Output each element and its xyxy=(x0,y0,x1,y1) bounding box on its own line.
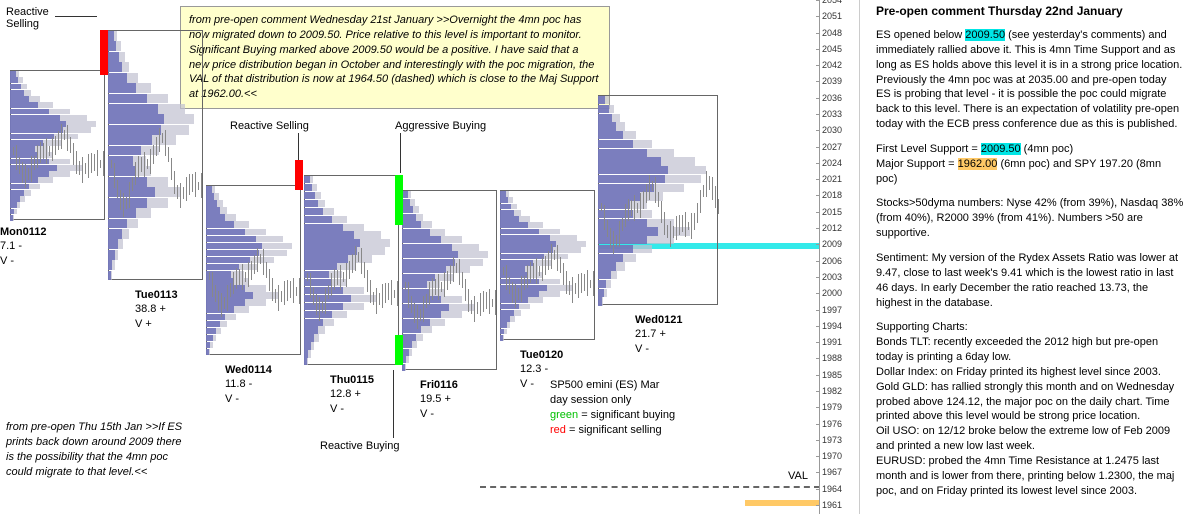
red-marker xyxy=(295,160,303,190)
p2c: Major Support = xyxy=(876,158,958,170)
session-label-wed0121: Wed012121.7 +V - xyxy=(635,313,683,356)
anno-reactive-selling-2: Reactive Selling xyxy=(230,120,309,132)
axis-tick: 2012 xyxy=(822,223,842,233)
axis-tick: 2048 xyxy=(822,28,842,38)
anno-aggressive-buying: Aggressive Buying xyxy=(395,120,486,132)
axis-tick: 1970 xyxy=(822,451,842,461)
commentary-p5: Supporting Charts: Bonds TLT: recently e… xyxy=(876,320,1184,498)
bl-note-text: from pre-open Thu 15th Jan >>If ES print… xyxy=(6,421,182,478)
session-label-tue0120: Tue012012.3 -V - xyxy=(520,348,563,391)
axis-tick: 1997 xyxy=(822,305,842,315)
legend-l3b: = significant buying xyxy=(578,409,675,421)
session-thu0115 xyxy=(304,175,399,365)
p2-hl2: 1962.00 xyxy=(958,158,998,170)
p1b: (see yesterday's comments) and immediate… xyxy=(876,29,1182,130)
arrow-ab xyxy=(400,133,401,173)
legend-l2: day session only xyxy=(550,393,675,408)
session-tue0120 xyxy=(500,190,595,340)
p1a: ES opened below xyxy=(876,29,965,41)
axis-tick: 2027 xyxy=(822,142,842,152)
p2a: First Level Support = xyxy=(876,143,981,155)
session-label-wed0114: Wed011411.8 -V - xyxy=(225,363,272,406)
session-label-fri0116: Fri011619.5 +V - xyxy=(420,378,458,421)
axis-tick: 2042 xyxy=(822,60,842,70)
green-marker xyxy=(395,175,403,225)
axis-tick: 2033 xyxy=(822,109,842,119)
p5-gold: Gold GLD: has rallied strongly this mont… xyxy=(876,381,1174,423)
commentary-title: Pre-open comment Thursday 22nd January xyxy=(876,4,1184,18)
axis-tick: 2015 xyxy=(822,207,842,217)
axis-tick: 2039 xyxy=(822,76,842,86)
session-tue0113 xyxy=(108,30,203,280)
session-label-thu0115: Thu011512.8 +V - xyxy=(330,373,374,416)
session-mon0112 xyxy=(10,70,105,220)
commentary-p2: First Level Support = 2009.50 (4mn poc) … xyxy=(876,142,1184,187)
commentary-panel: Pre-open comment Thursday 22nd January E… xyxy=(870,0,1190,514)
axis-tick: 2018 xyxy=(822,190,842,200)
legend-l1: SP500 emini (ES) Mar xyxy=(550,378,675,393)
red-marker xyxy=(100,30,108,75)
yellow-note-text: from pre-open comment Wednesday 21st Jan… xyxy=(189,14,598,100)
legend-green: green xyxy=(550,409,578,421)
legend-red: red xyxy=(550,424,566,436)
session-label-tue0113: Tue011338.8 +V + xyxy=(135,288,178,331)
p5-oil: Oil USO: on 12/12 broke below the extrem… xyxy=(876,425,1170,452)
axis-tick: 1988 xyxy=(822,353,842,363)
p5-eur: EURUSD: probed the 4mn Time Resistance a… xyxy=(876,455,1174,497)
legend-l4b: = significant selling xyxy=(566,424,662,436)
arrow-rs1 xyxy=(55,16,97,17)
axis-tick: 1961 xyxy=(822,500,842,510)
axis-tick: 1973 xyxy=(822,435,842,445)
p2-hl1: 2009.50 xyxy=(981,143,1021,155)
commentary-p3: Stocks>50dyma numbers: Nyse 42% (from 39… xyxy=(876,196,1184,241)
p1-hl1: 2009.50 xyxy=(965,29,1005,41)
axis-tick: 1991 xyxy=(822,337,842,347)
axis-tick: 2006 xyxy=(822,256,842,266)
axis-tick: 2024 xyxy=(822,158,842,168)
axis-tick: 1979 xyxy=(822,402,842,412)
p5-head: Supporting Charts: xyxy=(876,321,968,333)
yellow-note: from pre-open comment Wednesday 21st Jan… xyxy=(180,6,610,109)
axis-tick: 2021 xyxy=(822,174,842,184)
axis-tick: 2009 xyxy=(822,239,842,249)
axis-tick: 1985 xyxy=(822,370,842,380)
axis-tick: 2054 xyxy=(822,0,842,5)
p5-bonds: Bonds TLT: recently exceeded the 2012 hi… xyxy=(876,336,1158,363)
axis-tick: 2030 xyxy=(822,125,842,135)
val-dash-line xyxy=(480,486,820,488)
session-wed0114 xyxy=(206,185,301,355)
p5-dxy: Dollar Index: on Friday printed its high… xyxy=(876,366,1161,378)
axis-tick: 2051 xyxy=(822,11,842,21)
session-label-mon0112: Mon01127.1 -V - xyxy=(0,225,46,268)
session-wed0121 xyxy=(598,95,718,305)
commentary-p1: ES opened below 2009.50 (see yesterday's… xyxy=(876,28,1184,132)
arrow-rs2 xyxy=(298,133,299,161)
axis-tick: 1994 xyxy=(822,321,842,331)
chart-area: from pre-open comment Wednesday 21st Jan… xyxy=(0,0,860,514)
axis-tick: 1976 xyxy=(822,419,842,429)
axis-tick: 1982 xyxy=(822,386,842,396)
axis-tick: 1964 xyxy=(822,484,842,494)
green-marker xyxy=(395,335,403,365)
axis-tick: 1967 xyxy=(822,467,842,477)
session-fri0116 xyxy=(402,190,497,370)
anno-val: VAL xyxy=(788,470,808,482)
axis-tick: 2045 xyxy=(822,44,842,54)
axis-tick: 2036 xyxy=(822,93,842,103)
commentary-p4: Sentiment: My version of the Rydex Asset… xyxy=(876,251,1184,310)
anno-reactive-buying: Reactive Buying xyxy=(320,440,400,452)
arrow-rb xyxy=(393,370,394,438)
orange-support-bar xyxy=(745,500,820,506)
legend: SP500 emini (ES) Mar day session only gr… xyxy=(550,378,675,437)
p2b: (4mn poc) xyxy=(1021,143,1074,155)
price-axis: 2054 2051 2048 2045 2042 2039 2036 2033 2030 2027… xyxy=(819,0,859,514)
axis-tick: 2003 xyxy=(822,272,842,282)
anno-reactive-selling-1: Reactive Selling xyxy=(6,6,49,30)
bottom-left-note: from pre-open Thu 15th Jan >>If ES print… xyxy=(6,420,186,479)
axis-tick: 2000 xyxy=(822,288,842,298)
